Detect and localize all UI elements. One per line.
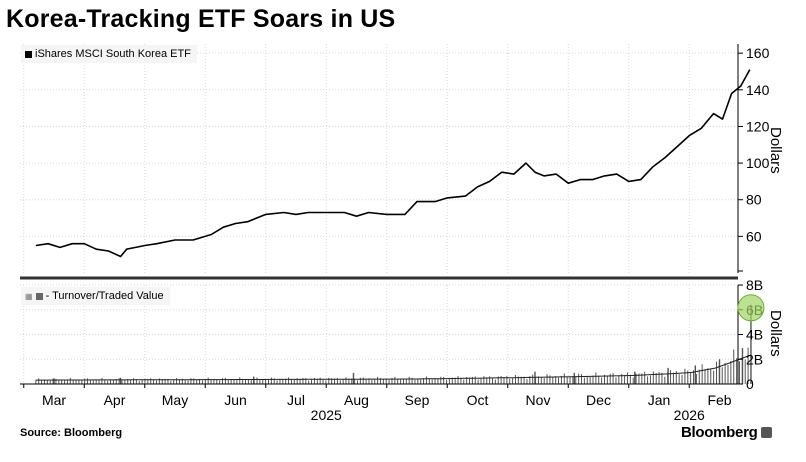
x-tick-label: Feb <box>707 392 731 408</box>
x-tick-label: May <box>162 392 188 408</box>
x-tick-label: Sep <box>405 392 430 408</box>
highlight-circle <box>737 294 765 322</box>
y-tick-label-bottom: 4B <box>746 327 763 343</box>
turnover-y-axis-title: Dollars <box>767 310 784 357</box>
year-label: 2025 <box>311 407 342 423</box>
y-tick-label-top: 120 <box>746 118 770 134</box>
x-tick-label: Jun <box>224 392 247 408</box>
legend-swatch-turnover <box>35 292 43 300</box>
legend-grid-icon: ▦ <box>25 291 33 301</box>
turnover-average-line <box>35 354 752 381</box>
x-tick-label: Jul <box>287 392 305 408</box>
y-tick-label-top: 80 <box>746 192 762 208</box>
turnover-bars <box>35 304 752 384</box>
bloomberg-logo: Bloomberg <box>681 424 773 441</box>
y-tick-label-top: 140 <box>746 82 770 98</box>
x-tick-label: Apr <box>104 392 126 408</box>
chart-title: Korea-Tracking ETF Soars in US <box>6 5 396 33</box>
x-tick-label: Nov <box>526 392 551 408</box>
y-tick-label-top: 60 <box>746 228 762 244</box>
y-tick-label-bottom: 2B <box>746 351 763 367</box>
grid-layer <box>20 44 738 385</box>
y-tick-label-top: 100 <box>746 155 770 171</box>
highlight-layer <box>737 294 765 322</box>
price-line-layer <box>35 69 751 258</box>
source-note: Source: Bloomberg <box>20 427 123 439</box>
x-tick-label: Oct <box>467 392 489 408</box>
bloomberg-mark-icon <box>761 427 773 438</box>
price-legend: iShares MSCI South Korea ETF <box>21 45 197 63</box>
x-tick-label: Mar <box>42 392 66 408</box>
x-tick-label: Aug <box>344 392 369 408</box>
year-label: 2026 <box>674 407 705 423</box>
price-y-axis-title: Dollars <box>767 127 784 174</box>
turnover-legend: ▦ - Turnover/Traded Value <box>21 287 170 305</box>
y-tick-label-bottom: 8B <box>746 277 763 293</box>
x-tick-label: Dec <box>586 392 611 408</box>
price-legend-label: iShares MSCI South Korea ETF <box>35 48 191 60</box>
brand-name: Bloomberg <box>681 424 758 441</box>
price-panel <box>20 44 738 273</box>
x-tick-label: Jan <box>648 392 671 408</box>
y-tick-label-bottom: 0 <box>746 376 754 392</box>
turnover-legend-label: - Turnover/Traded Value <box>45 290 164 302</box>
price-series-line <box>35 69 751 258</box>
legend-swatch-price <box>25 50 32 58</box>
y-tick-label-top: 160 <box>746 45 770 61</box>
axis-layer: 608010012014016002B4B6B8BMarAprMayJunJul… <box>20 44 770 423</box>
